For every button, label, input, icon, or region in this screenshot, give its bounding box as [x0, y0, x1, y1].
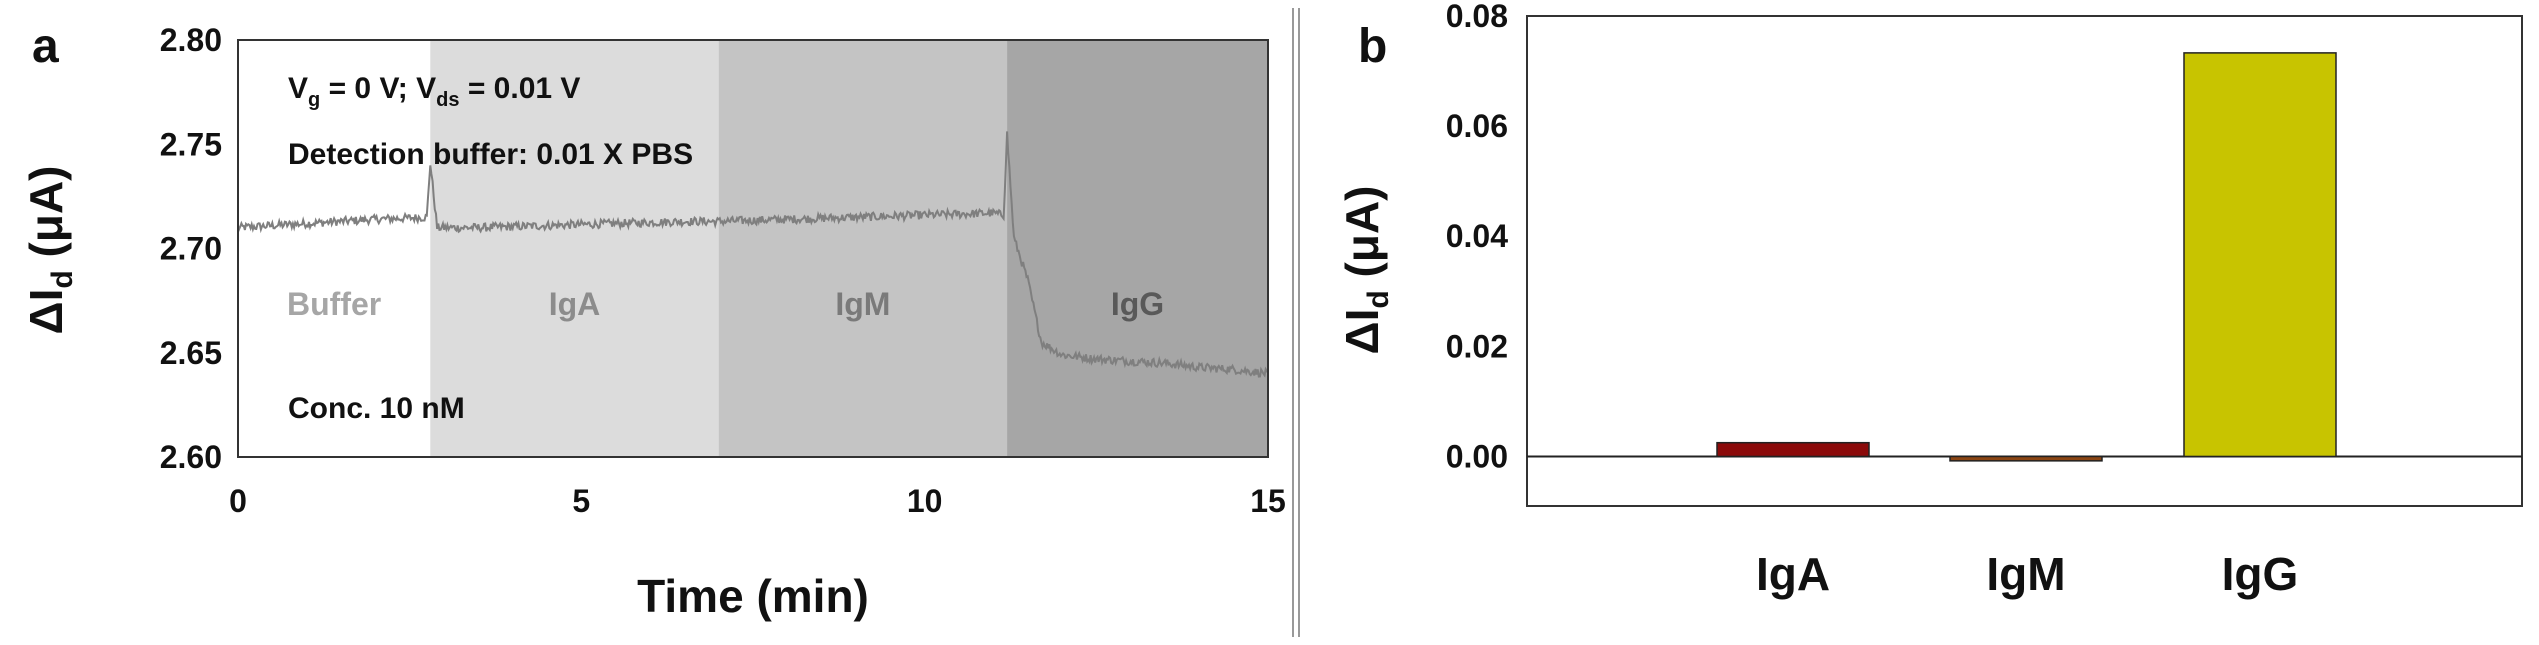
region-label-igg: IgG [1111, 286, 1164, 322]
y-tick-2.60: 2.60 [160, 439, 222, 475]
region-label-igm: IgM [835, 286, 890, 322]
panel-b-letter: b [1358, 20, 1387, 73]
y-tick-2.80: 2.80 [160, 22, 222, 58]
y-tick-2.70: 2.70 [160, 231, 222, 267]
bars [1716, 52, 2337, 462]
y-tick-2.75: 2.75 [160, 126, 222, 162]
x-tick-labels: 0 5 10 15 [229, 483, 1286, 519]
y-tick-labels: 0.00 0.02 0.04 0.06 0.08 [1446, 0, 1508, 474]
bias-annotation: Vg = 0 V; Vds = 0.01 V [288, 72, 580, 111]
x-tick-15: 15 [1250, 483, 1286, 519]
region-buffer [238, 40, 431, 457]
region-iga [430, 40, 719, 457]
x-axis-title: Time (min) [637, 570, 869, 622]
region-labels: Buffer IgA IgM IgG [287, 286, 1164, 322]
bar-igm [1949, 455, 2103, 462]
plot-area-frame-b [1526, 15, 2523, 507]
y-tick-b-0.06: 0.06 [1446, 108, 1508, 144]
y-tick-b-0.08: 0.08 [1446, 0, 1508, 34]
y-tick-2.65: 2.65 [160, 335, 222, 371]
y-axis-title-b: ΔId (μA) [1336, 186, 1395, 355]
category-labels: IgA IgM IgG [1756, 548, 2298, 600]
region-backgrounds [238, 40, 1268, 457]
region-igg [1007, 40, 1268, 457]
y-tick-b-0.02: 0.02 [1446, 328, 1508, 364]
panel-a-letter: a [32, 20, 59, 73]
x-tick-0: 0 [229, 483, 247, 519]
region-label-iga: IgA [549, 286, 601, 322]
y-tick-b-0.04: 0.04 [1446, 218, 1508, 254]
bar-igg [2183, 52, 2337, 458]
buffer-annotation: Detection buffer: 0.01 X PBS [288, 138, 693, 171]
bar-iga [1716, 441, 1870, 458]
y-tick-b-0.00: 0.00 [1446, 438, 1508, 474]
trace-line [237, 131, 1269, 378]
current-trace [237, 131, 1269, 378]
x-tick-5: 5 [572, 483, 590, 519]
panel-b: b 0.00 0.02 0.04 0.06 0.08 IgA IgM IgG ΔId (μA… [1336, 0, 2523, 600]
x-tick-10: 10 [907, 483, 943, 519]
panel-a: a Buffer IgA IgM IgG 2.60 2.65 2.70 2.75 2.80 0… [20, 20, 1286, 622]
region-igm [718, 40, 1008, 457]
category-label-igm: IgM [1986, 548, 2065, 600]
category-label-iga: IgA [1756, 548, 1830, 600]
category-label-igg: IgG [2222, 548, 2299, 600]
y-tick-labels: 2.60 2.65 2.70 2.75 2.80 [160, 22, 222, 475]
concentration-annotation: Conc. 10 nM [288, 392, 465, 425]
plot-area-frame [237, 39, 1269, 458]
region-label-buffer: Buffer [287, 286, 381, 322]
y-axis-title: ΔId (μA) [20, 166, 79, 335]
